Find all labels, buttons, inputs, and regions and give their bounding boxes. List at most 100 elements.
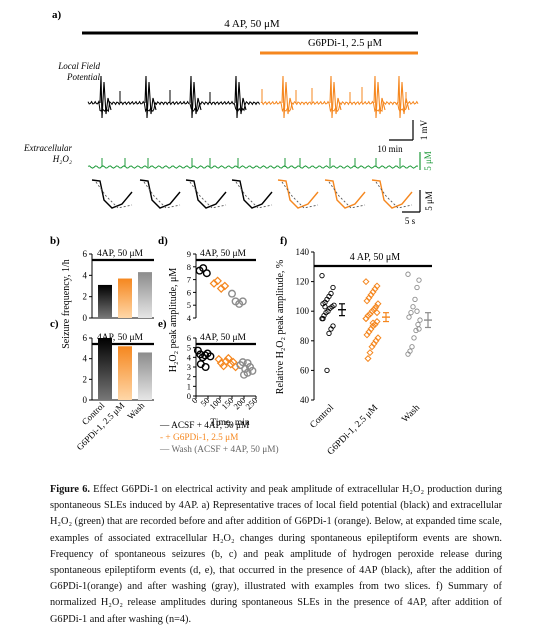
- h2o2-trace-line: [87, 165, 419, 169]
- bar: [138, 272, 152, 318]
- bar-g6pdi-label: G6PDi-1, 2.5 μM: [308, 38, 383, 49]
- data-point: [417, 317, 423, 323]
- figure-caption: Figure 6. Effect G6PDi-1 on electrical a…: [50, 482, 502, 628]
- category-label: Control: [309, 403, 337, 431]
- data-point: [406, 314, 412, 320]
- data-point: [373, 309, 381, 317]
- h2o2-label-line1: Extracellular: [23, 143, 72, 153]
- expanded-event-overlay: [95, 181, 133, 209]
- lfp-event: [144, 75, 157, 119]
- data-point: [369, 319, 377, 327]
- y-tick-label: 3: [187, 362, 191, 372]
- panel-f-label: f): [280, 235, 288, 247]
- data-point: [243, 368, 252, 377]
- y-tick-label: 0: [83, 395, 88, 405]
- expanded-event: [231, 179, 273, 209]
- caption-text: Effect G6PDi-1 on electrical activity an…: [50, 484, 502, 625]
- y-tick-label: 5: [187, 343, 191, 353]
- y-tick-label: 40: [300, 395, 310, 405]
- lfp-event: [329, 75, 342, 119]
- y-tick-label: 1: [187, 381, 191, 391]
- category-label: Wash: [400, 403, 422, 425]
- expanded-event: [277, 179, 319, 209]
- data-point: [227, 289, 236, 298]
- h2o2-trace: [87, 158, 419, 169]
- de-ylabel: H₂O₂ peak amplitude, μM: [168, 268, 179, 373]
- data-point: [364, 355, 372, 363]
- data-point: [330, 284, 336, 291]
- data-point: [326, 330, 332, 337]
- data-point: [220, 281, 230, 291]
- y-tick-label: 100: [296, 306, 310, 316]
- panel-a-label: a): [52, 9, 62, 21]
- scale-5s-text: 5 s: [405, 216, 416, 226]
- caption-figure-number: Figure 6.: [50, 484, 90, 495]
- y-tick-label: 2: [187, 372, 191, 382]
- data-point: [415, 321, 421, 328]
- annotation: 4AP, 50 μM: [97, 333, 144, 343]
- bar: [138, 352, 152, 400]
- data-point: [408, 310, 414, 316]
- expanded-event-overlay: [281, 181, 319, 209]
- bar: [98, 338, 112, 400]
- expanded-event-overlay: [328, 181, 366, 209]
- data-point: [248, 366, 257, 375]
- bc-ylabel: Seizure frequency, 1/h: [61, 259, 72, 349]
- data-point: [320, 315, 326, 322]
- data-point: [410, 304, 416, 310]
- y-tick-label: 2: [83, 292, 88, 302]
- data-point: [368, 343, 376, 351]
- data-point: [405, 271, 411, 277]
- y-tick-label: 4: [187, 352, 192, 362]
- data-point: [362, 315, 370, 323]
- data-point: [414, 308, 420, 314]
- lfp-event: [99, 75, 112, 119]
- lfp-event: [234, 75, 247, 119]
- panel-d-label: d): [158, 235, 168, 247]
- legend-item-wash: — Wash (ACSF + 4AP, 50 μM): [159, 444, 279, 455]
- legend-item-acsf: — ACSF + 4AP, 50 μM: [159, 421, 249, 431]
- expanded-event: [324, 179, 366, 209]
- y-tick-label: 7: [187, 275, 191, 285]
- expanded-event: [185, 179, 227, 209]
- chart-d-h2o2-amplitude: 4 5 6 7 8 9 4AP, 50 μM: [187, 249, 256, 323]
- data-point: [363, 331, 371, 339]
- data-point: [409, 344, 415, 350]
- x-tick-label: 250: [243, 395, 259, 411]
- y-tick-label: 120: [296, 277, 310, 287]
- y-tick-label: 80: [300, 336, 310, 346]
- expanded-event: [371, 179, 413, 209]
- y-tick-label: 6: [83, 333, 88, 343]
- data-point: [416, 326, 422, 332]
- expanded-event: [91, 179, 133, 209]
- lfp-label-line1: Local Field: [57, 61, 100, 71]
- category-label: Wash: [125, 400, 146, 421]
- legend-item-g6pdi: - + G6PDi-1, 2.5 μM: [160, 433, 238, 443]
- y-tick-label: 6: [83, 249, 88, 259]
- expanded-event-overlay: [375, 181, 413, 209]
- data-point: [209, 279, 219, 288]
- data-point: [319, 273, 325, 279]
- y-tick-label: 0: [187, 391, 191, 401]
- y-tick-label: 4: [83, 270, 88, 280]
- data-point: [202, 269, 211, 278]
- expanded-event: [139, 179, 181, 209]
- data-point: [366, 349, 374, 357]
- y-tick-label: 4: [187, 313, 192, 323]
- bar: [118, 278, 132, 318]
- panel-b-label: b): [50, 235, 60, 247]
- expanded-h2o2-events: [91, 179, 413, 209]
- data-point: [213, 276, 222, 286]
- bar: [98, 284, 112, 318]
- data-point: [371, 304, 379, 312]
- annotation: 4AP, 50 μM: [97, 249, 144, 259]
- data-point: [416, 277, 422, 283]
- data-point: [224, 353, 233, 363]
- figure-6: a) 4 AP, 50 μM G6PDi-1, 2.5 μM Local Fie…: [23, 9, 434, 457]
- data-point: [405, 351, 411, 357]
- expanded-event-overlay: [235, 181, 273, 209]
- annotation: 4 AP, 50 μM: [350, 252, 400, 263]
